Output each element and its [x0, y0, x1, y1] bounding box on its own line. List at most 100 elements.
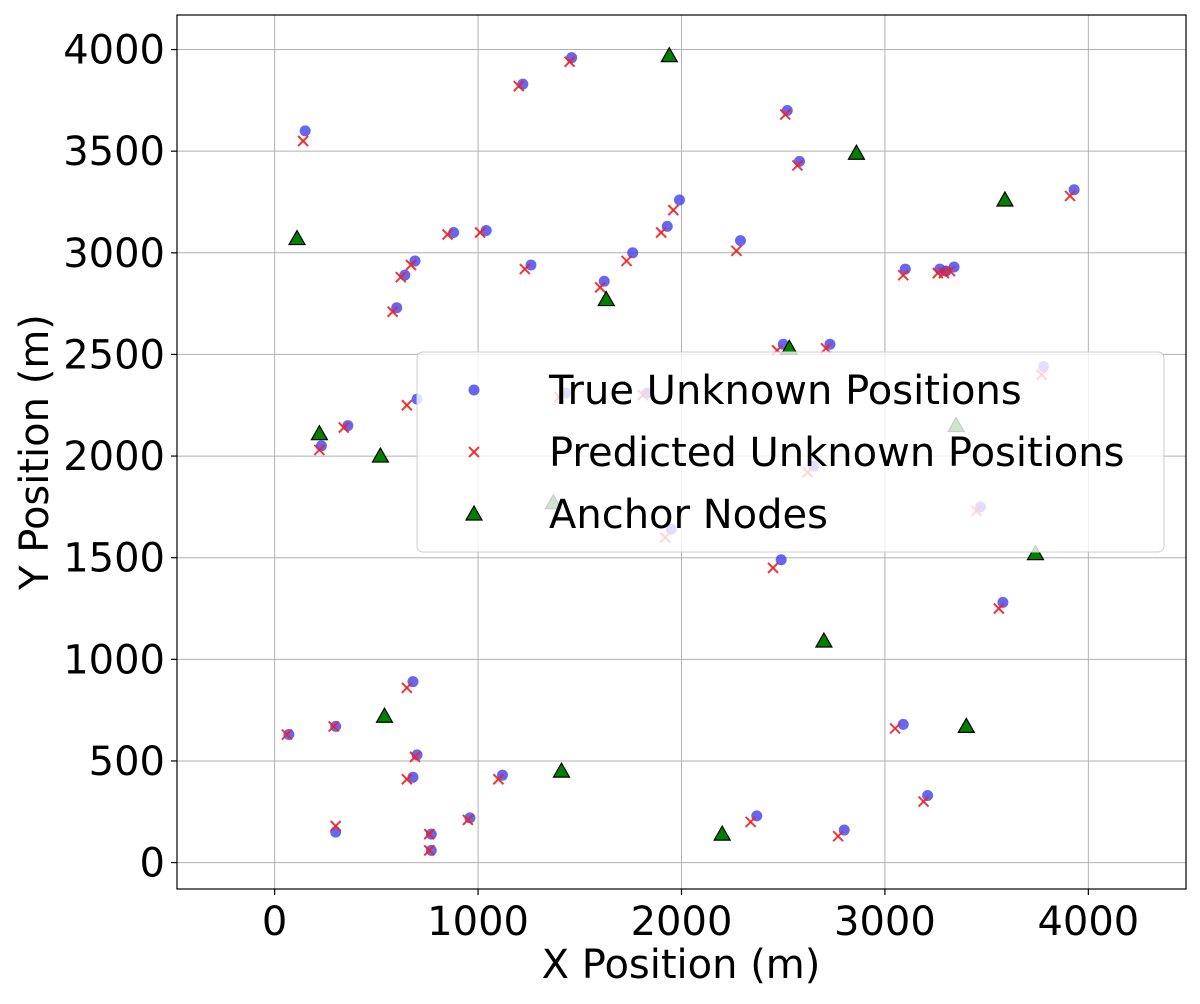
true-position-point: [598, 275, 610, 287]
predicted-position-point: [563, 56, 576, 68]
true-position-point: [517, 78, 529, 90]
predicted-position-point: [779, 108, 791, 121]
true-position-point: [627, 247, 639, 259]
predicted-position-point: [513, 80, 525, 92]
predicted-position-point: [897, 269, 909, 281]
y-tick-label: 3500: [63, 129, 165, 175]
predicted-position-point: [401, 399, 413, 411]
legend-box: [416, 351, 1165, 553]
predicted-position-point: [889, 722, 901, 735]
anchor-node-point: [1026, 544, 1045, 561]
predicted-position-point: [441, 228, 454, 241]
anchor-node-point: [847, 144, 866, 160]
x-tick-label: 3000: [834, 899, 936, 945]
predicted-position-point: [462, 814, 474, 826]
predicted-position-point: [297, 135, 309, 147]
true-position-point: [997, 596, 1009, 608]
true-position-point: [299, 125, 311, 137]
predicted-position-point: [329, 820, 342, 832]
predicted-position-point: [401, 773, 413, 785]
x-tick-label: 2000: [631, 899, 733, 945]
anchor-node-point: [310, 424, 329, 441]
true-position-point: [775, 554, 787, 566]
predicted-position-point: [281, 728, 293, 741]
y-tick-label: 2000: [63, 434, 165, 480]
true-position-point: [425, 828, 437, 840]
predicted-position-point: [655, 226, 667, 239]
predicted-position-point: [993, 602, 1005, 615]
y-tick-label: 500: [89, 739, 165, 785]
legend-label: Anchor Nodes: [549, 492, 828, 538]
predicted-position-point: [519, 263, 531, 275]
predicted-position-point: [423, 844, 435, 857]
x-axis-title: X Position (m): [542, 942, 821, 988]
predicted-position-point: [474, 226, 486, 239]
anchor-node-point: [375, 707, 394, 723]
data-series: [281, 46, 1080, 857]
y-tick-label: 2500: [63, 332, 165, 378]
predicted-position-point: [409, 751, 421, 763]
legend-label: True Unknown Positions: [548, 368, 1022, 414]
true-position-point: [525, 259, 537, 271]
legend: True Unknown Positions Predicted Unknown …: [416, 351, 1165, 553]
y-tick-label: 0: [140, 841, 165, 887]
true-position-point: [480, 224, 492, 236]
predicted-position-point: [944, 265, 956, 277]
true-position-point: [330, 720, 342, 732]
predicted-position-point: [667, 204, 680, 216]
predicted-position-point: [620, 255, 633, 267]
true-position-point: [781, 105, 793, 117]
y-tick-label: 4000: [63, 28, 165, 74]
anchor-node-point: [957, 717, 976, 733]
legend-label: Predicted Unknown Positions: [549, 430, 1124, 476]
true-position-point: [673, 194, 685, 206]
y-tick-label: 1000: [63, 637, 165, 683]
anchor-node-point: [552, 761, 571, 778]
anchor-node-point: [371, 446, 390, 463]
predicted-position-point: [938, 267, 950, 279]
y-axis-title: Y Position (m): [12, 314, 58, 591]
true-position-point: [448, 226, 460, 238]
predicted-position-point: [832, 830, 844, 842]
true-position-point: [899, 263, 911, 275]
true-position-point: [1068, 184, 1080, 196]
x-tick-label: 1000: [427, 899, 529, 945]
predicted-position-point: [327, 720, 340, 733]
predicted-position-point: [386, 306, 399, 318]
y-tick-label: 1500: [63, 536, 165, 582]
predicted-position-point: [767, 562, 779, 574]
predicted-position-point: [791, 159, 804, 172]
true-position-point: [734, 235, 746, 247]
true-position-point: [330, 826, 342, 838]
true-position-point: [342, 420, 354, 432]
true-position-point: [793, 155, 805, 167]
x-tick-label: 0: [262, 899, 287, 945]
true-position-point: [897, 718, 909, 730]
anchor-node-point: [597, 290, 616, 307]
predicted-position-point: [338, 421, 350, 434]
legend-marker: [468, 446, 480, 458]
true-position-point: [407, 771, 419, 783]
y-tick-label: 3000: [63, 231, 165, 277]
anchor-node-point: [995, 190, 1014, 207]
true-position-point: [315, 440, 327, 452]
predicted-position-point: [395, 271, 407, 283]
predicted-position-point: [594, 281, 606, 294]
predicted-position-point: [423, 828, 435, 840]
predicted-position-point: [492, 773, 505, 785]
legend-marker: [468, 384, 480, 396]
anchor-node-point: [660, 46, 679, 63]
anchor-node-point: [713, 824, 732, 841]
true-position-point: [566, 52, 578, 64]
predicted-position-point: [313, 444, 326, 456]
axis-ticks: 0 1000 2000 3000 4000 0 500 1000 1500 2000 2500 300…: [63, 28, 1139, 945]
predicted-position-point: [405, 259, 417, 271]
predicted-position-point: [1064, 190, 1076, 202]
predicted-position-point: [730, 245, 743, 257]
predicted-position-point: [744, 816, 757, 828]
true-position-point: [425, 844, 437, 856]
series-group: [287, 46, 1045, 841]
legend-marker: [464, 504, 484, 521]
